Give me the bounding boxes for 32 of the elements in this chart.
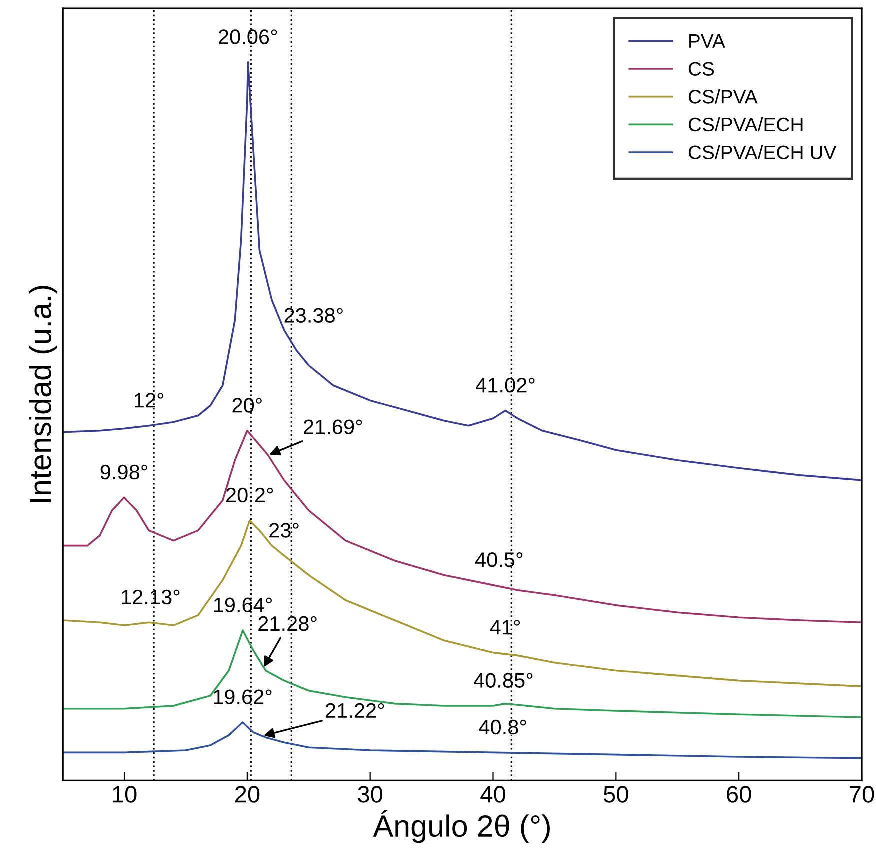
annotation: 20.2° [226,488,274,503]
x-tick-label: 10 [113,786,137,803]
annotation: 12° [134,393,164,408]
annotation: 19.62° [214,690,272,704]
legend-label: CS/PVA/ECH [688,117,803,132]
annotation: 19.64° [214,598,272,613]
x-tick-label: 70 [850,786,874,803]
annotation: 40.5° [475,552,523,568]
annotation: 20° [232,398,262,413]
annotation: 21.22° [326,703,384,718]
annotation: 21.28° [258,616,317,632]
annotation: 9.98° [100,464,148,480]
x-axis-title: Ángulo 2θ (°) [373,810,550,844]
annotation: 20.06° [218,30,278,44]
annotation: 23° [270,523,299,538]
legend-label: CS/PVA [688,90,758,104]
annotation: 40.8° [479,720,526,735]
annotation: 23.38° [284,308,343,324]
legend-label: PVA [690,34,726,48]
x-tick-label: 20 [235,786,260,803]
legend-label: CS/PVA/ECH UV [688,145,837,160]
annotation: 40.85° [474,673,533,688]
x-tick-label: 40 [480,786,506,803]
annotation: 21.69° [304,420,362,435]
annotation: 12.13° [122,590,180,605]
annotation: 41.02° [476,378,535,393]
x-tick-label: 60 [727,786,752,803]
x-tick-label: 30 [358,786,383,803]
annotation: 41° [490,620,520,635]
legend-label: CS [688,62,714,76]
y-axis-title: Intensidad (u.a.) [29,286,58,502]
x-tick-label: 50 [604,786,628,803]
